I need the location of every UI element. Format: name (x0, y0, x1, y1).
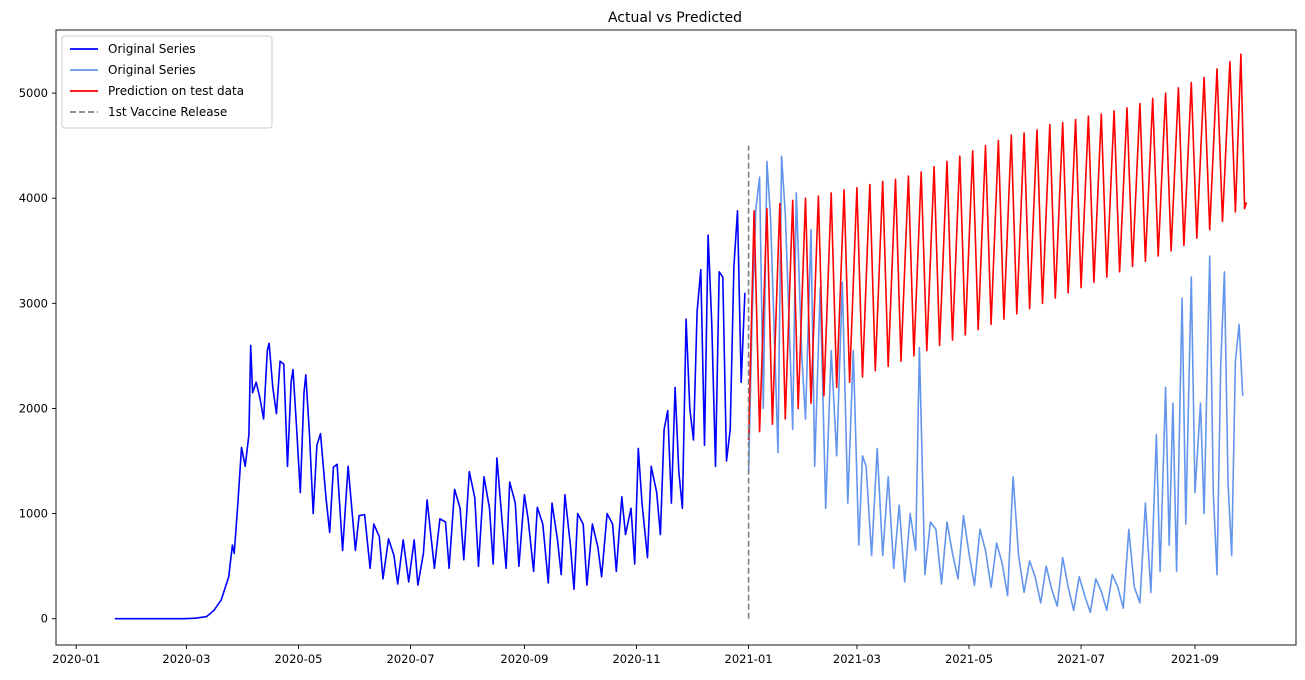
axes-layer: 2020-01 2020-03 2020-05 2020-07 2020-09 2020-… (19, 29, 1297, 666)
legend-label: 1st Vaccine Release (108, 105, 227, 119)
y-tick-label: 5000 (19, 86, 48, 100)
series-line-1 (114, 210, 746, 620)
x-tick-label: 2020-07 (387, 652, 435, 666)
legend-label: Original Series (108, 42, 196, 56)
x-tick-label: 2021-09 (1171, 652, 1219, 666)
x-tick-label: 2020-03 (162, 652, 210, 666)
series-line-2 (747, 155, 1244, 614)
axes-frame (55, 29, 1297, 646)
legend-label: Original Series (108, 63, 196, 77)
legend-box (61, 35, 273, 129)
x-tick-label: 2020-05 (274, 652, 322, 666)
y-tick-label: 2000 (19, 401, 48, 415)
x-tick-label: 2020-09 (500, 652, 548, 666)
legend: Original Series Original Series Prediction… (61, 35, 273, 129)
y-tick-label: 3000 (19, 296, 48, 310)
x-tick-label: 2020-01 (52, 652, 100, 666)
y-tick-label: 0 (41, 612, 48, 626)
x-tick-label: 2021-05 (945, 652, 993, 666)
legend-label: Prediction on test data (108, 84, 244, 98)
x-tick-label: 2020-11 (612, 652, 660, 666)
x-tick-label: 2021-03 (833, 652, 881, 666)
y-tick-label: 4000 (19, 191, 48, 205)
series-layer (114, 53, 1248, 620)
chart-title: Actual vs Predicted (608, 10, 742, 26)
x-tick-label: 2021-01 (725, 652, 773, 666)
y-tick-label: 1000 (19, 507, 48, 521)
x-tick-label: 2021-07 (1057, 652, 1105, 666)
series-line-3 (747, 53, 1248, 441)
